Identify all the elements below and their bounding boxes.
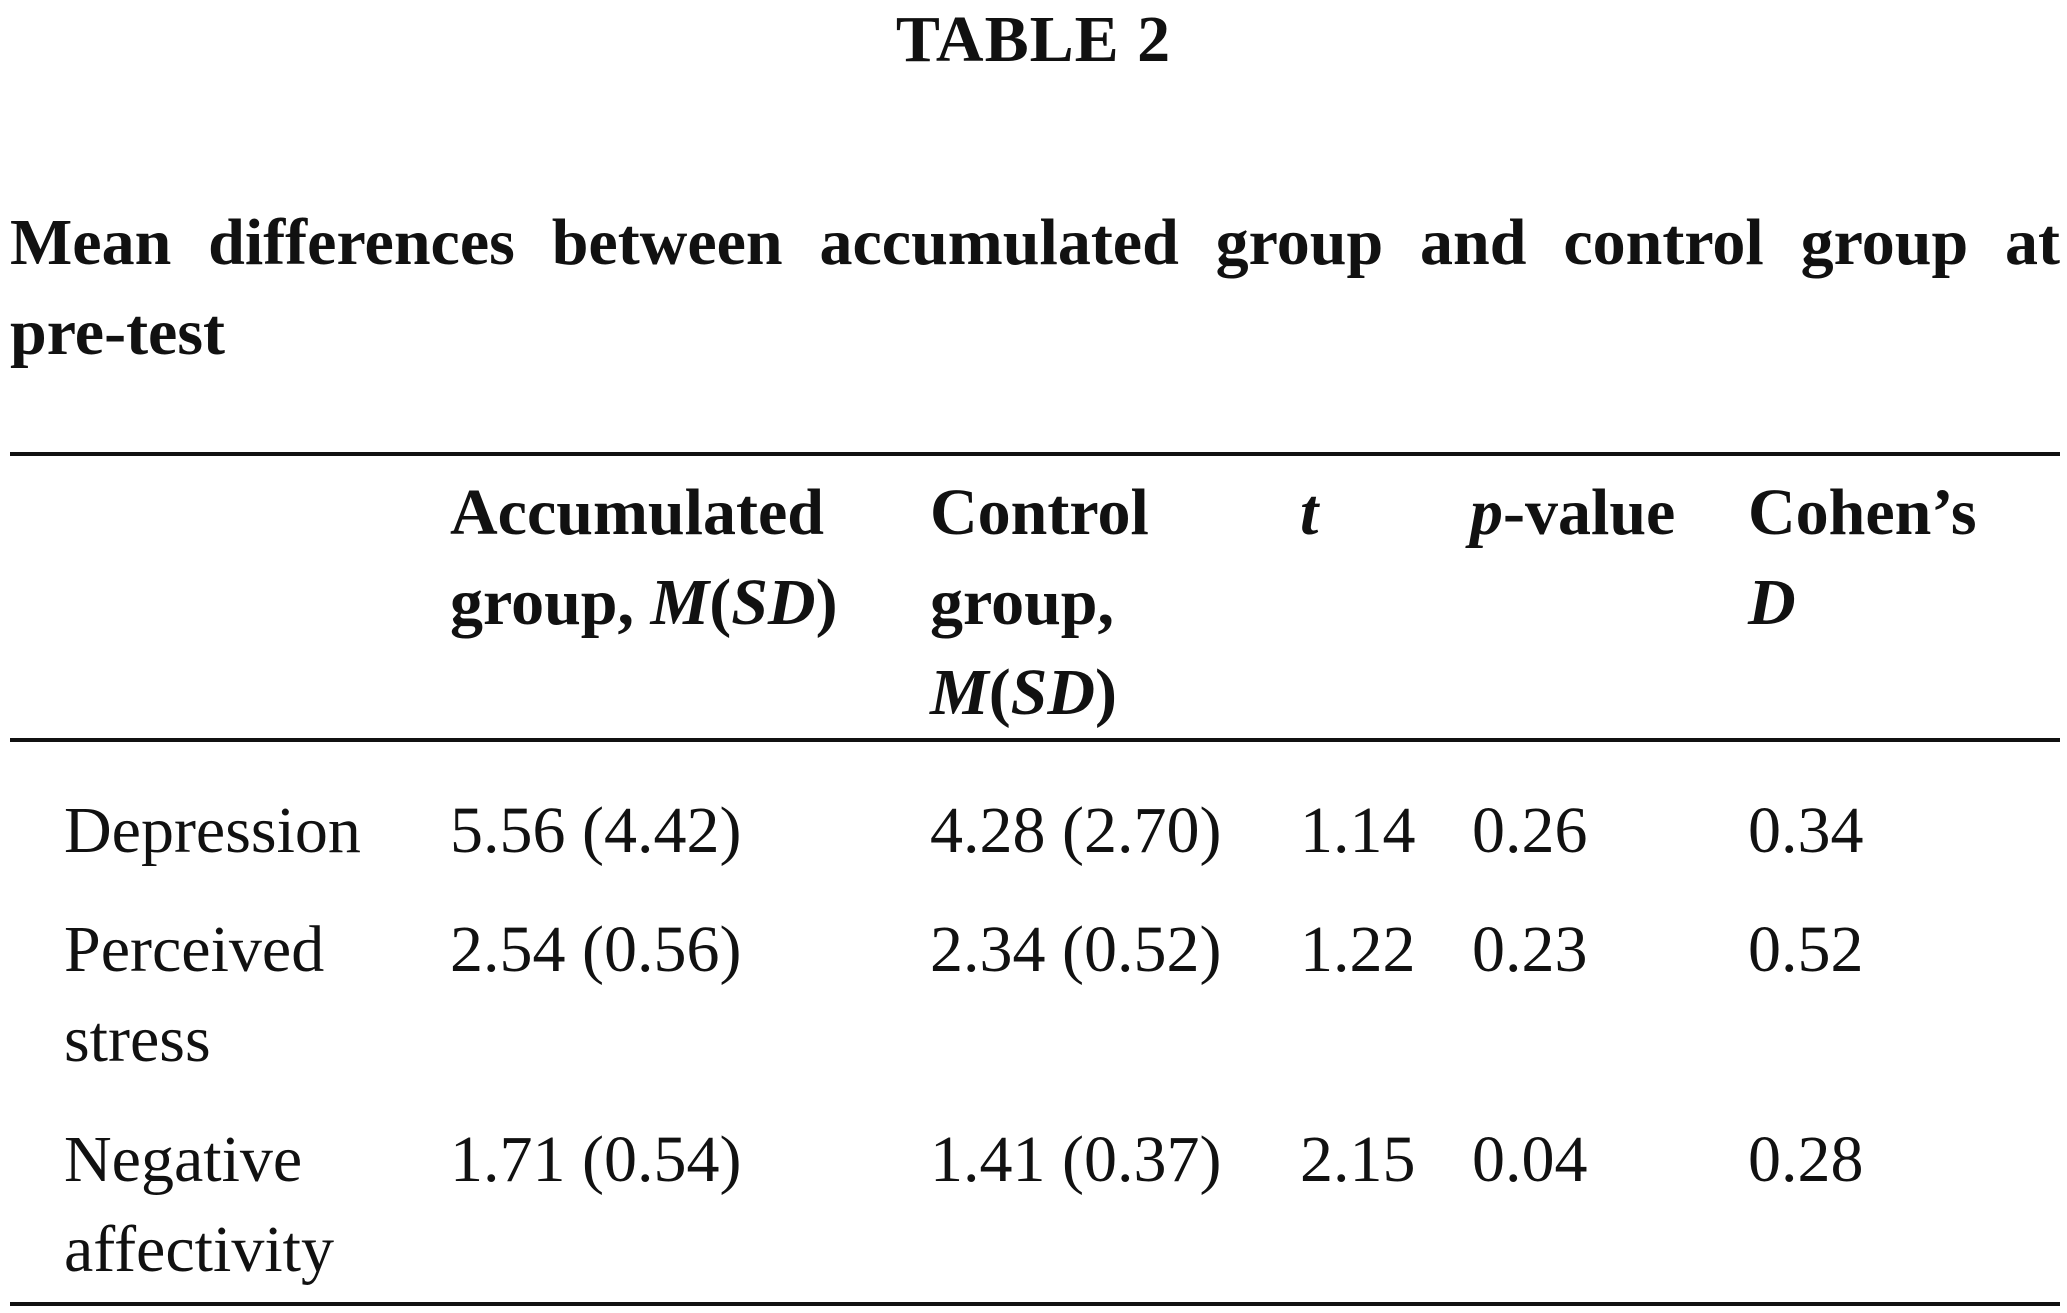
t-value: 1.14 (1300, 794, 1416, 867)
accumulated-value: 5.56 (4.42) (450, 794, 742, 867)
control-value: 2.34 (0.52) (930, 913, 1222, 986)
accumulated-value: 1.71 (0.54) (450, 1123, 742, 1196)
t-value: 1.22 (1300, 913, 1416, 986)
header-cohens-d: Cohen’s D (1748, 476, 1977, 639)
table-caption: Mean differences between accumulated gro… (10, 206, 2060, 369)
top-rule (10, 452, 2060, 456)
header-t: t (1300, 476, 1319, 549)
header-p-value: p-value (1470, 476, 1676, 549)
cohens-d-value: 0.28 (1748, 1123, 1864, 1196)
header-accumulated-group: Accumulated group, M(SD) (450, 476, 838, 639)
p-value: 0.23 (1472, 913, 1588, 986)
header-rule (10, 738, 2060, 742)
control-value: 4.28 (2.70) (930, 794, 1222, 867)
row-label: Negative affectivity (64, 1123, 334, 1286)
table-number: TABLE 2 (895, 3, 1172, 76)
p-value: 0.26 (1472, 794, 1588, 867)
header-control-group: Control group, M(SD) (930, 476, 1149, 729)
t-value: 2.15 (1300, 1123, 1416, 1196)
bottom-rule (10, 1302, 2060, 1306)
p-value: 0.04 (1472, 1123, 1588, 1196)
row-label: Depression (64, 794, 361, 867)
cohens-d-value: 0.34 (1748, 794, 1864, 867)
control-value: 1.41 (0.37) (930, 1123, 1222, 1196)
accumulated-value: 2.54 (0.56) (450, 913, 742, 986)
row-label: Perceived stress (64, 913, 325, 1076)
cohens-d-value: 0.52 (1748, 913, 1864, 986)
